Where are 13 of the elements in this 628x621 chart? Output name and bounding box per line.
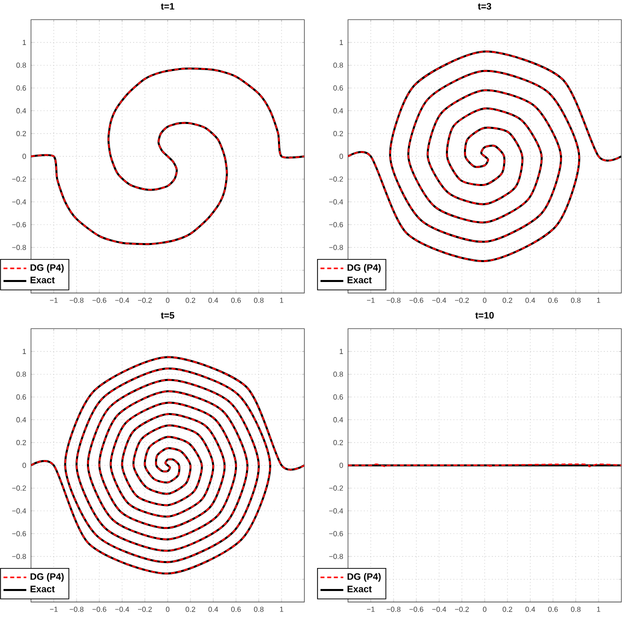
legend-label: Exact bbox=[348, 586, 372, 592]
legend-label: DG (P4) bbox=[30, 264, 64, 273]
legend-label: DG (P4) bbox=[348, 573, 381, 582]
chart-title: t=10 bbox=[475, 312, 494, 319]
legend-label: DG (P4) bbox=[30, 573, 64, 582]
legend-label: DG (P4) bbox=[348, 264, 381, 273]
legend-label: Exact bbox=[348, 276, 372, 284]
line-series bbox=[31, 356, 304, 574]
chart-title: t=5 bbox=[160, 312, 174, 319]
legend-label: Exact bbox=[30, 276, 55, 284]
chart-title: t=1 bbox=[160, 3, 174, 10]
chart-title: t=3 bbox=[478, 3, 492, 10]
legend-label: Exact bbox=[30, 586, 55, 592]
